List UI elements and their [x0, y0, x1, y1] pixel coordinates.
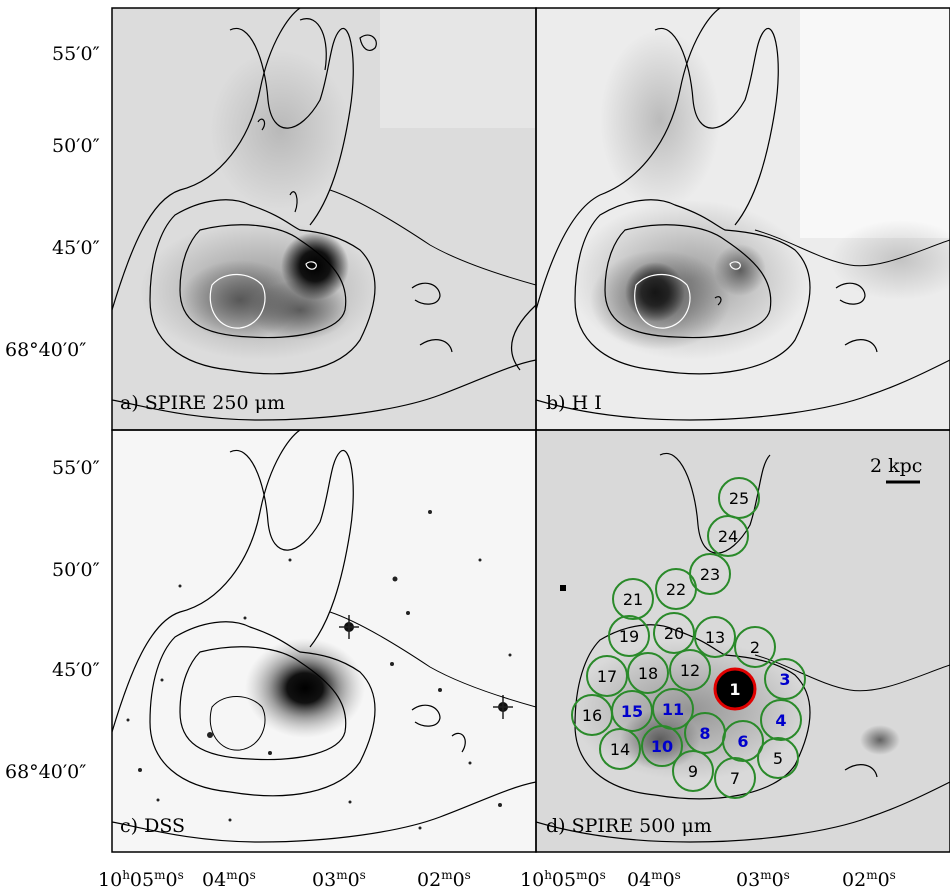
aperture-circle — [707, 515, 749, 557]
aperture-circle — [612, 578, 654, 620]
aperture-label: 4 — [775, 711, 786, 730]
y-tick-label: 50′0″ — [52, 559, 100, 581]
panel-b-white-contours — [634, 261, 741, 329]
aperture-circle — [571, 694, 613, 736]
panel-a-image — [112, 8, 536, 430]
panel-d-contours — [536, 452, 950, 843]
aperture-circle — [653, 612, 695, 654]
aperture-circle — [669, 649, 711, 691]
aperture-label: 19 — [619, 627, 639, 646]
aperture-label: 9 — [688, 762, 698, 781]
panel-c-label: c) DSS — [120, 815, 186, 837]
aperture-circle — [586, 655, 628, 697]
x-tick-label: 02m0s — [417, 868, 471, 891]
x-tick-label: 03m0s — [736, 868, 790, 891]
panel-a-label: a) SPIRE 250 μm — [120, 392, 285, 414]
aperture-label: 23 — [700, 565, 720, 584]
aperture-circle — [714, 757, 756, 799]
aperture-circle — [718, 477, 760, 519]
aperture-label: 13 — [705, 628, 725, 647]
aperture-label: 25 — [729, 489, 749, 508]
y-tick-label: 68°40′0″ — [5, 761, 87, 783]
aperture-label: 22 — [666, 580, 686, 599]
aperture-label: 18 — [638, 664, 658, 683]
x-tick-label: 04m0s — [202, 868, 256, 891]
aperture-circle — [734, 626, 776, 668]
aperture-label: 5 — [773, 749, 783, 768]
aperture-label: 15 — [621, 702, 643, 721]
aperture-circle — [599, 728, 641, 770]
panel-b-contours — [536, 8, 950, 421]
aperture-label: 7 — [730, 769, 740, 788]
panel-c-image — [112, 430, 536, 852]
y-tick-label: 45′0″ — [52, 237, 100, 259]
panel-c-contours — [112, 430, 536, 843]
aperture-circle — [684, 712, 726, 754]
aperture-label: 6 — [737, 732, 748, 751]
y-tick-label: 50′0″ — [52, 135, 100, 157]
aperture-label: 24 — [718, 527, 738, 546]
scale-bar-label: 2 kpc — [870, 455, 923, 477]
aperture-circle — [764, 658, 806, 700]
aperture-circle — [652, 688, 694, 730]
aperture-circle — [694, 616, 736, 658]
aperture-label: 17 — [597, 667, 617, 686]
aperture-label: 21 — [623, 590, 643, 609]
aperture-label: 3 — [779, 670, 790, 689]
aperture-circle — [760, 699, 802, 741]
y-tick-label: 45′0″ — [52, 659, 100, 681]
aperture-circle — [757, 737, 799, 779]
panel-b-image — [536, 8, 950, 430]
aperture-circle — [672, 750, 714, 792]
aperture-label: 2 — [750, 638, 760, 657]
aperture-label: 11 — [662, 700, 684, 719]
aperture-circle — [627, 652, 669, 694]
aperture-circle — [608, 615, 650, 657]
x-tick-label: 04m0s — [627, 868, 681, 891]
panel-a-white-contours — [209, 261, 317, 329]
aperture-label: 10 — [651, 737, 673, 756]
y-tick-label: 55′0″ — [52, 43, 100, 65]
x-tick-label: 02m0s — [842, 868, 896, 891]
panel-b-label: b) H I — [546, 392, 602, 414]
panel-d-frame — [535, 429, 950, 853]
aperture-label: 20 — [664, 624, 684, 643]
x-tick-label: 03m0s — [312, 868, 366, 891]
aperture-label: 8 — [699, 724, 710, 743]
aperture-label: 1 — [729, 680, 740, 699]
aperture-circle — [713, 667, 757, 711]
panel-a-contours — [112, 8, 536, 421]
aperture-label: 12 — [680, 661, 700, 680]
aperture-label: 14 — [610, 740, 630, 759]
panel-d-label: d) SPIRE 500 μm — [546, 815, 712, 837]
aperture-label: 16 — [582, 706, 602, 725]
aperture-circle — [689, 553, 731, 595]
y-tick-label: 55′0″ — [52, 457, 100, 479]
x-tick-label: 10h05m0s — [98, 868, 184, 891]
y-tick-label: 68°40′0″ — [5, 339, 87, 361]
x-tick-label: 10h05m0s — [520, 868, 606, 891]
